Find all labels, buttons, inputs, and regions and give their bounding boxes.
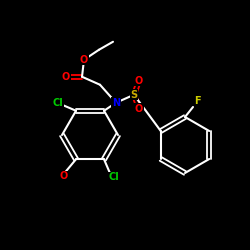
Text: F: F [194,96,200,106]
Text: S: S [130,90,138,100]
Text: Cl: Cl [52,98,64,108]
Text: O: O [135,104,143,114]
Text: O: O [135,76,143,86]
Text: Cl: Cl [108,172,120,182]
Text: O: O [80,55,88,65]
Text: N: N [112,98,120,108]
Text: O: O [60,171,68,181]
Text: O: O [62,72,70,82]
